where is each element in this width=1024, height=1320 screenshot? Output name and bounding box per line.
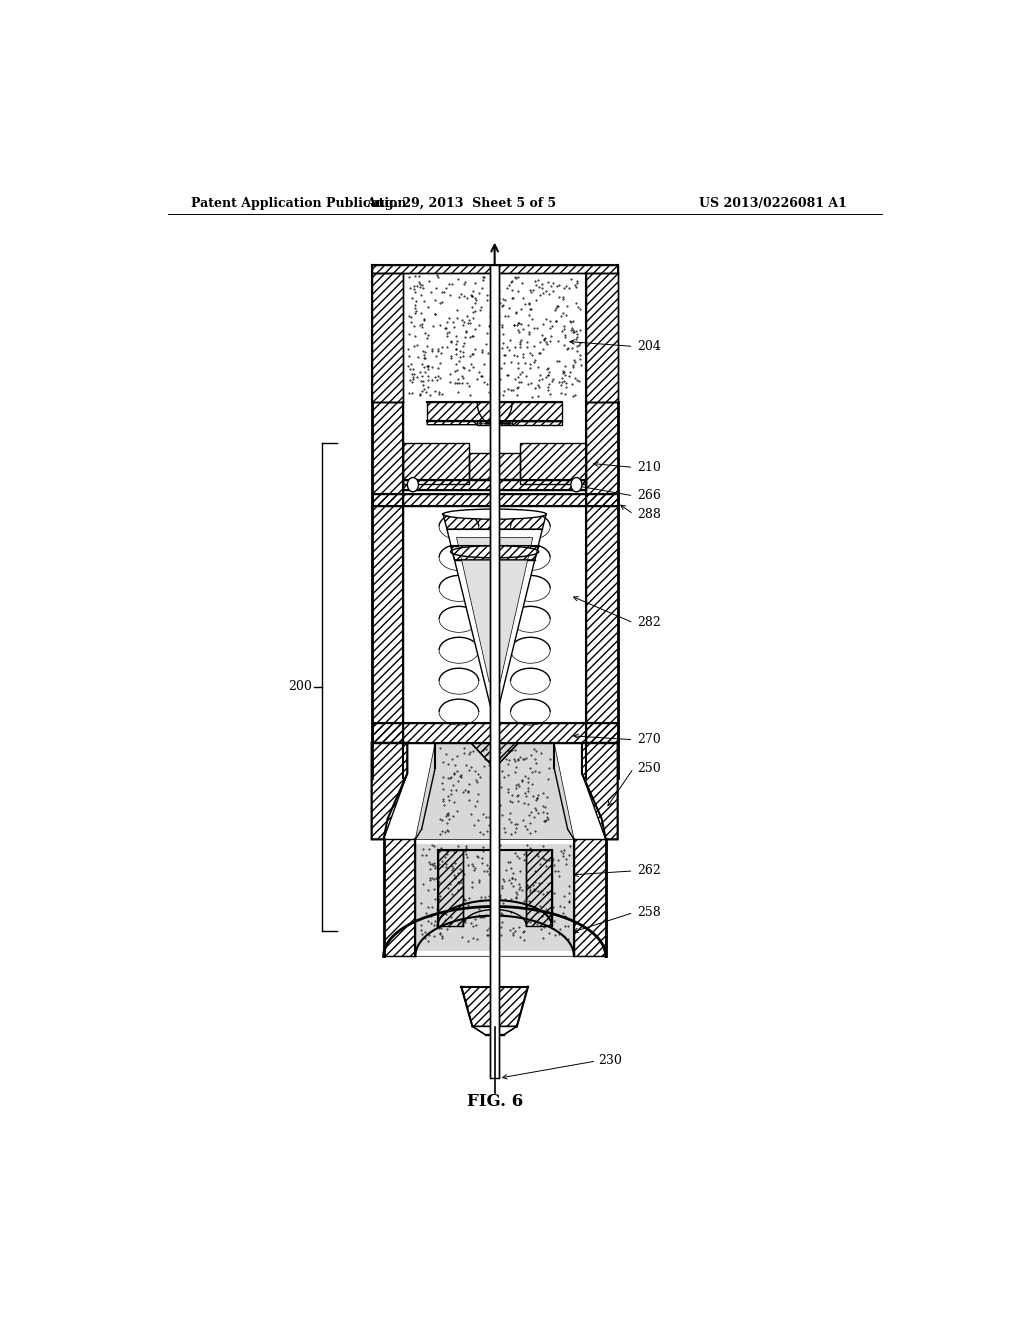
- Bar: [372, 265, 617, 273]
- Bar: [372, 722, 617, 743]
- Text: 250: 250: [638, 762, 662, 775]
- Circle shape: [570, 478, 582, 492]
- Text: 204: 204: [638, 341, 662, 352]
- Bar: [416, 845, 573, 952]
- Polygon shape: [447, 529, 543, 708]
- Ellipse shape: [443, 510, 546, 519]
- Bar: [489, 265, 500, 1078]
- Circle shape: [408, 478, 419, 492]
- Polygon shape: [403, 273, 586, 403]
- Bar: [372, 494, 617, 506]
- Text: US 2013/0226081 A1: US 2013/0226081 A1: [699, 197, 847, 210]
- Text: 288: 288: [638, 508, 662, 520]
- Text: 258: 258: [638, 906, 662, 919]
- Polygon shape: [477, 421, 512, 425]
- Text: Aug. 29, 2013  Sheet 5 of 5: Aug. 29, 2013 Sheet 5 of 5: [367, 197, 556, 210]
- Text: 266: 266: [638, 490, 662, 503]
- Polygon shape: [582, 743, 617, 840]
- Text: 210: 210: [638, 461, 662, 474]
- Text: Patent Application Publication: Patent Application Publication: [191, 197, 407, 210]
- Text: FIG. 6: FIG. 6: [467, 1093, 523, 1110]
- Polygon shape: [416, 743, 574, 840]
- Bar: [403, 479, 586, 490]
- Text: 270: 270: [638, 734, 662, 746]
- Text: 262: 262: [638, 865, 662, 878]
- Text: 230: 230: [598, 1055, 622, 1068]
- Polygon shape: [372, 743, 408, 840]
- Polygon shape: [457, 537, 532, 682]
- Text: 200: 200: [288, 680, 312, 693]
- Bar: [403, 506, 586, 738]
- Ellipse shape: [451, 545, 539, 558]
- Text: 282: 282: [638, 616, 662, 630]
